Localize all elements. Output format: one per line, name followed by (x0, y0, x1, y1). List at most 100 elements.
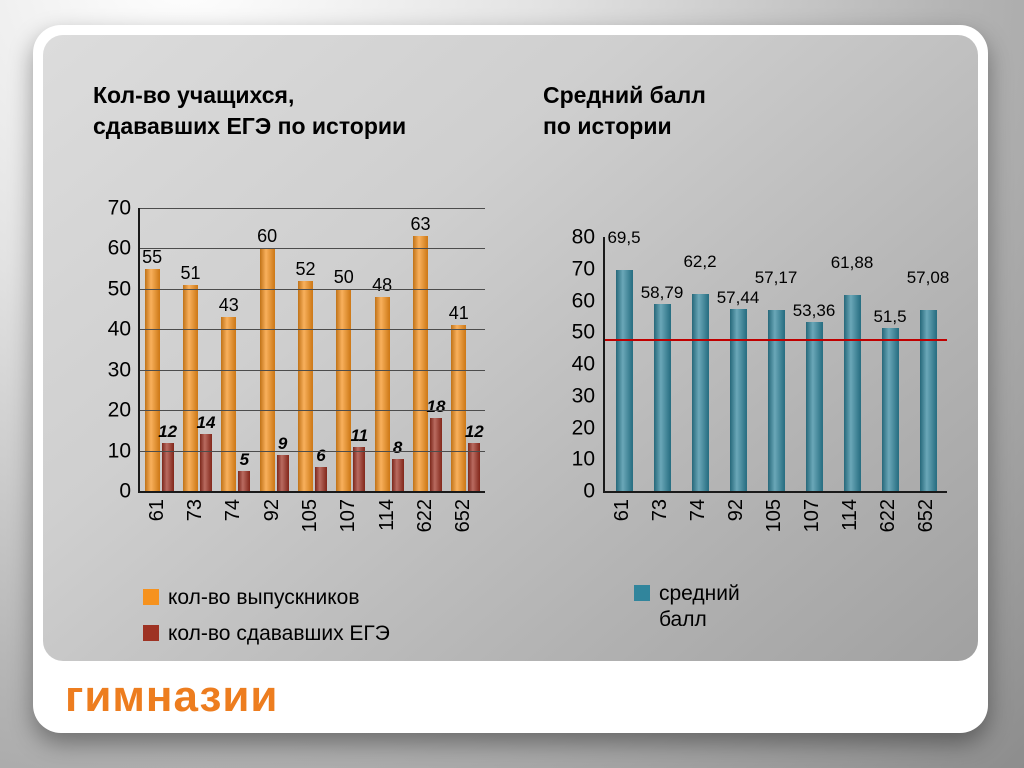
x-tick-label: 92 (724, 499, 747, 522)
bar-group: 57,44 (717, 237, 759, 491)
x-tick: 61 (603, 499, 641, 575)
bar: 43 (219, 296, 239, 491)
bar-value-label: 9 (277, 433, 288, 453)
bar: 6 (314, 447, 327, 491)
chart-title-left: Кол-во учащихся, сдававших ЕГЭ по истори… (93, 82, 407, 140)
bar: 57,08 (907, 269, 949, 491)
bar-value-label: 62,2 (683, 251, 717, 271)
bar: 48 (372, 276, 392, 491)
bar: 50 (334, 268, 354, 491)
x-tick: 92 (253, 499, 291, 575)
bar-value-label: 53,36 (792, 300, 836, 320)
bar: 11 (350, 427, 368, 491)
legend-left: кол-во выпускников кол-во сдававших ЕГЭ (143, 585, 390, 648)
bar: 69,5 (607, 229, 641, 491)
x-tick-label: 114 (375, 499, 398, 531)
slide-footer-title: гимназии (65, 672, 279, 721)
y-tick-label: 40 (107, 317, 131, 341)
y-tick-label: 50 (107, 277, 131, 301)
slide-footer: гимназии (43, 669, 978, 725)
bar-group: 52 6 (293, 208, 331, 491)
bar: 14 (197, 414, 215, 491)
legend-item: кол-во выпускников (143, 585, 390, 611)
bars-right: 69,5 58,79 62,2 57,44 57,17 53,36 61,88 51,5 57,… (605, 229, 949, 491)
gridline (140, 288, 485, 290)
x-tick-label: 114 (838, 499, 861, 531)
x-axis-right: 61 73 74 92 105 107 114 622 652 (603, 499, 945, 575)
bar-group: 48 8 (370, 208, 408, 491)
y-axis-left: 70 60 50 40 30 20 10 0 (83, 198, 131, 502)
bar: 58,79 (641, 284, 683, 491)
bars-left: 55 12 51 14 43 5 60 9 52 6 50 11 48 8 63 18 41 12 (140, 208, 485, 491)
x-tick: 114 (831, 499, 869, 575)
y-tick-label: 10 (571, 447, 595, 471)
x-tick: 652 (445, 499, 483, 575)
bar: 62,2 (683, 253, 717, 491)
bar-group: 58,79 (641, 237, 683, 491)
y-tick-label: 80 (571, 225, 595, 249)
bar-value-label: 14 (196, 413, 216, 433)
y-tick-label: 60 (107, 236, 131, 260)
y-tick-label: 30 (571, 384, 595, 408)
bar: 12 (158, 423, 177, 491)
chart-students-count: Кол-во учащихся, сдававших ЕГЭ по истори… (83, 75, 518, 657)
legend-swatch (143, 625, 159, 642)
bar-value-label: 51 (180, 262, 201, 283)
x-tick-label: 652 (914, 499, 937, 533)
x-tick: 114 (368, 499, 406, 575)
bar-group: 51 14 (178, 208, 216, 491)
x-tick: 107 (330, 499, 368, 575)
legend-label: кол-во выпускников (168, 586, 360, 609)
bar-group: 69,5 (605, 229, 643, 491)
bar-value-label: 51,5 (873, 306, 907, 326)
x-tick-label: 61 (145, 499, 168, 522)
bar-value-label: 6 (316, 445, 326, 465)
bar: 51 (180, 264, 201, 491)
bar-value-label: 50 (333, 266, 354, 287)
bar-value-label: 43 (218, 295, 239, 316)
bar-value-label: 60 (257, 226, 278, 247)
plot-area-left: 55 12 51 14 43 5 60 9 52 6 50 11 48 8 63 18 41 12 (138, 208, 485, 493)
bar-value-label: 55 (142, 246, 163, 267)
x-tick-label: 74 (222, 499, 245, 522)
slide-card: Кол-во учащихся, сдававших ЕГЭ по истори… (33, 25, 988, 733)
x-tick: 107 (793, 499, 831, 575)
reference-line (605, 338, 947, 341)
x-tick-label: 652 (452, 499, 475, 533)
bar: 57,17 (755, 269, 797, 491)
charts-panel: Кол-во учащихся, сдававших ЕГЭ по истори… (43, 35, 978, 661)
x-tick-label: 73 (183, 499, 206, 522)
bar: 5 (238, 451, 251, 491)
x-tick: 73 (176, 499, 214, 575)
bar: 63 (410, 215, 430, 491)
bar: 41 (449, 304, 469, 491)
bar: 9 (276, 435, 289, 491)
chart-average-score: Средний балл по истории 80 70 60 50 40 30 20 10… (538, 75, 968, 657)
bar-value-label: 41 (448, 303, 469, 324)
x-tick: 74 (215, 499, 253, 575)
bar-group: 61,88 (831, 237, 873, 491)
y-tick-label: 20 (571, 416, 595, 439)
x-tick: 105 (755, 499, 793, 575)
x-tick-label: 107 (337, 499, 360, 533)
bar-value-label: 12 (464, 421, 484, 441)
legend-swatch (143, 589, 159, 605)
gridline (140, 208, 485, 209)
x-axis-left: 61 73 74 92 105 107 114 622 652 (138, 499, 483, 575)
legend-right: средний балл (634, 581, 740, 634)
x-tick: 92 (717, 499, 755, 575)
bar-value-label: 48 (372, 274, 393, 295)
y-tick-label: 50 (571, 320, 595, 344)
x-tick-label: 105 (298, 499, 321, 533)
gridline (140, 369, 485, 371)
y-tick-label: 10 (107, 439, 131, 463)
bar: 8 (391, 439, 404, 491)
y-tick-label: 30 (107, 358, 131, 382)
legend-item: средний балл (634, 581, 740, 634)
bar-group: 53,36 (792, 237, 836, 491)
x-tick-label: 73 (648, 499, 671, 522)
bar-value-label: 5 (239, 449, 250, 469)
bar-group: 57,17 (755, 237, 797, 491)
bar-value-label: 8 (392, 437, 403, 457)
